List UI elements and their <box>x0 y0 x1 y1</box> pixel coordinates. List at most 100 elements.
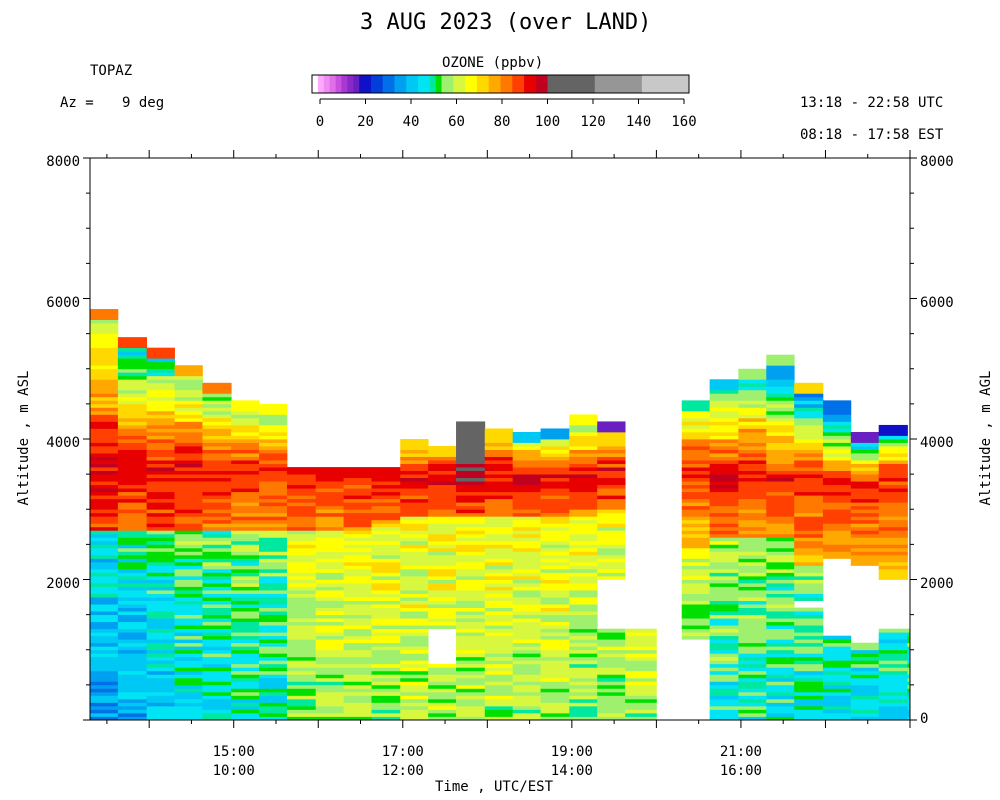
ozone-cell <box>794 614 824 619</box>
ozone-cell <box>174 540 203 545</box>
ozone-cell <box>597 575 626 580</box>
ozone-cell <box>681 453 711 457</box>
ozone-cell <box>512 526 541 531</box>
ozone-cell <box>512 558 541 563</box>
ozone-cell <box>428 561 457 566</box>
ozone-cell <box>681 611 711 616</box>
ozone-cell <box>343 533 372 538</box>
ozone-cell <box>400 439 429 443</box>
ozone-cell <box>231 667 260 672</box>
ozone-cell <box>286 533 317 538</box>
ozone-cell <box>766 375 795 380</box>
ozone-cell <box>286 695 317 700</box>
ozone-cell <box>738 653 767 658</box>
azimuth-label: Az = <box>60 95 94 111</box>
ozone-cell <box>709 583 739 587</box>
ozone-cell <box>90 628 119 633</box>
ozone-cell <box>766 512 795 517</box>
ozone-cell <box>90 354 119 359</box>
ozone-cell <box>766 579 795 584</box>
ozone-cell <box>540 463 570 468</box>
ozone-cell <box>259 421 288 426</box>
ozone-cell <box>709 379 739 384</box>
ozone-cell <box>456 424 486 429</box>
ozone-cell <box>569 470 598 475</box>
ozone-cell <box>428 674 457 679</box>
ozone-cell <box>202 421 232 426</box>
ozone-cell <box>709 393 739 398</box>
ozone-cell <box>738 400 767 405</box>
ozone-cell <box>343 716 372 721</box>
ozone-cell <box>794 558 824 563</box>
ozone-cell <box>709 533 739 538</box>
ozone-cell <box>343 537 372 542</box>
ozone-cell <box>766 590 795 594</box>
ozone-cell <box>400 632 429 637</box>
ozone-cell <box>231 414 260 419</box>
ozone-cell <box>484 484 514 489</box>
ozone-cell <box>822 642 852 647</box>
ozone-cell <box>259 663 288 668</box>
ozone-cell <box>822 505 852 510</box>
ozone-cell <box>286 544 317 549</box>
ozone-cell <box>371 575 401 580</box>
ozone-cell <box>286 607 317 612</box>
ozone-cell <box>540 575 570 580</box>
ozone-cell <box>766 453 795 457</box>
ozone-cell <box>117 698 148 703</box>
ozone-cell <box>146 386 175 391</box>
ozone-cell <box>540 628 570 633</box>
ozone-cell <box>569 709 598 714</box>
ozone-cell <box>343 621 372 626</box>
ozone-cell <box>597 691 626 696</box>
ozone-cell <box>569 575 598 580</box>
ozone-cell <box>231 597 260 601</box>
ozone-cell <box>597 558 626 563</box>
ozone-cell <box>738 688 767 693</box>
ozone-cell <box>202 446 232 450</box>
ozone-cell <box>174 375 203 380</box>
ozone-cell <box>90 593 119 598</box>
ozone-cell <box>540 544 570 549</box>
ozone-cell <box>231 586 260 591</box>
ozone-cell <box>681 526 711 531</box>
ozone-cell <box>681 460 711 464</box>
ozone-cell <box>174 453 203 457</box>
ozone-cell <box>850 530 880 535</box>
ozone-cell <box>794 625 824 630</box>
ozone-cell <box>738 372 767 377</box>
ozone-cell <box>456 607 486 612</box>
ozone-cell <box>878 470 908 475</box>
ozone-cell <box>174 709 203 714</box>
ozone-cell <box>540 684 570 689</box>
ozone-cell <box>371 674 401 679</box>
ozone-cell <box>202 579 232 584</box>
ozone-cell <box>231 561 260 566</box>
ozone-cell <box>428 565 457 570</box>
ozone-cell <box>202 396 232 401</box>
ozone-cell <box>766 561 795 566</box>
ozone-cell <box>231 695 260 700</box>
ozone-cell <box>738 716 767 721</box>
ozone-cell <box>231 417 260 422</box>
ozone-cell <box>202 600 232 605</box>
ozone-cell <box>850 498 880 503</box>
ozone-cell <box>343 590 372 594</box>
ozone-cell <box>484 593 514 598</box>
ozone-cell <box>90 337 119 342</box>
x-tick-label-est: 14:00 <box>550 763 593 779</box>
ozone-cell <box>794 519 824 524</box>
ozone-cell <box>794 583 824 587</box>
ozone-cell <box>681 407 711 412</box>
ozone-cell <box>117 344 148 349</box>
ozone-cell <box>371 628 401 633</box>
ozone-cell <box>117 435 148 440</box>
ozone-cell <box>90 495 119 500</box>
ozone-cell <box>90 358 119 363</box>
ozone-cell <box>202 621 232 626</box>
ozone-cell <box>343 505 372 510</box>
ozone-cell <box>484 646 514 651</box>
ozone-cell <box>117 439 148 443</box>
ozone-cell <box>286 551 317 556</box>
ozone-cell <box>117 712 148 717</box>
